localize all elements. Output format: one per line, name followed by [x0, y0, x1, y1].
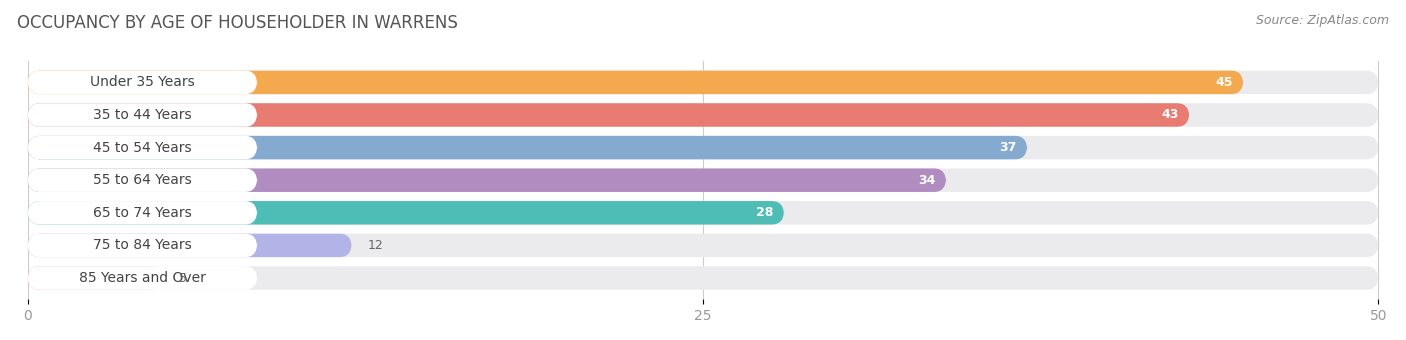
- FancyBboxPatch shape: [28, 168, 1378, 192]
- FancyBboxPatch shape: [28, 266, 257, 290]
- FancyBboxPatch shape: [28, 103, 1189, 127]
- FancyBboxPatch shape: [28, 136, 257, 159]
- FancyBboxPatch shape: [28, 103, 257, 127]
- Text: 37: 37: [1000, 141, 1017, 154]
- Text: 35 to 44 Years: 35 to 44 Years: [93, 108, 191, 122]
- FancyBboxPatch shape: [28, 103, 1378, 127]
- FancyBboxPatch shape: [28, 234, 1378, 257]
- FancyBboxPatch shape: [28, 201, 1378, 224]
- FancyBboxPatch shape: [28, 136, 1378, 159]
- FancyBboxPatch shape: [28, 266, 163, 290]
- Text: OCCUPANCY BY AGE OF HOUSEHOLDER IN WARRENS: OCCUPANCY BY AGE OF HOUSEHOLDER IN WARRE…: [17, 14, 458, 32]
- Text: Source: ZipAtlas.com: Source: ZipAtlas.com: [1256, 14, 1389, 27]
- FancyBboxPatch shape: [28, 201, 785, 224]
- FancyBboxPatch shape: [28, 71, 257, 94]
- Text: 55 to 64 Years: 55 to 64 Years: [93, 173, 191, 187]
- FancyBboxPatch shape: [28, 71, 1378, 94]
- FancyBboxPatch shape: [28, 168, 257, 192]
- FancyBboxPatch shape: [28, 168, 946, 192]
- FancyBboxPatch shape: [28, 136, 1028, 159]
- Text: Under 35 Years: Under 35 Years: [90, 75, 195, 89]
- Text: 85 Years and Over: 85 Years and Over: [79, 271, 205, 285]
- FancyBboxPatch shape: [28, 234, 257, 257]
- Text: 28: 28: [756, 206, 773, 219]
- Text: 75 to 84 Years: 75 to 84 Years: [93, 238, 191, 252]
- FancyBboxPatch shape: [28, 201, 257, 224]
- Text: 43: 43: [1161, 108, 1178, 121]
- Text: 45: 45: [1215, 76, 1233, 89]
- Text: 45 to 54 Years: 45 to 54 Years: [93, 141, 191, 155]
- Text: 12: 12: [368, 239, 384, 252]
- FancyBboxPatch shape: [28, 266, 1378, 290]
- Text: 5: 5: [179, 272, 187, 285]
- FancyBboxPatch shape: [28, 234, 352, 257]
- Text: 34: 34: [918, 174, 935, 187]
- Text: 65 to 74 Years: 65 to 74 Years: [93, 206, 191, 220]
- FancyBboxPatch shape: [28, 71, 1243, 94]
